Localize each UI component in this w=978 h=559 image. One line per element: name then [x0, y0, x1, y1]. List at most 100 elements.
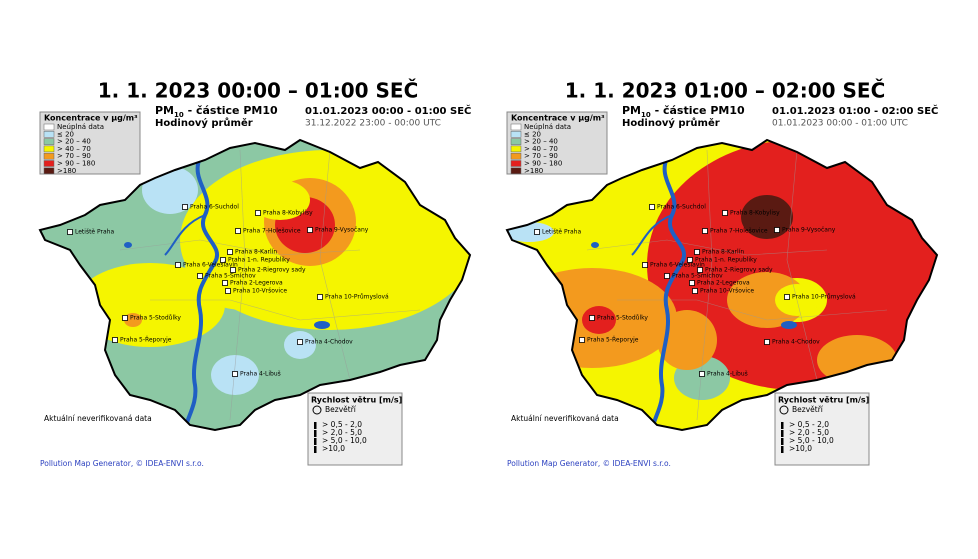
pollutant-rest: - částice PM10 [184, 104, 278, 117]
pollutant-rest: - částice PM10 [651, 104, 745, 117]
legend-label: > 70 – 90 [57, 152, 91, 160]
station-marker [182, 204, 188, 210]
legend-swatch [43, 167, 55, 175]
river [631, 214, 673, 256]
legend-swatch [510, 145, 522, 153]
legend-label: > 40 – 70 [57, 145, 91, 153]
station-label: Praha 6-Veleslavín [183, 262, 238, 269]
station-label: Praha 5-Smíchov [205, 273, 256, 280]
note: Aktuální neverifikovaná data [511, 414, 619, 423]
wind-label: > 2,0 - 5,0 [789, 428, 829, 437]
time-local: 01.01.2023 01:00 - 02:00 SEČ [772, 104, 938, 117]
calm-label: Bezvětří [325, 405, 357, 414]
station-label: Praha 5-Řeporyje [120, 336, 172, 344]
wind-icon [781, 438, 784, 445]
legend-label: Neúplná data [57, 123, 104, 131]
legend-swatch [43, 160, 55, 167]
note: Aktuální neverifikovaná data [44, 414, 152, 423]
wind-label: > 5,0 - 10,0 [322, 436, 367, 445]
legend-swatch [510, 123, 522, 131]
pond [781, 321, 797, 329]
station-marker [699, 371, 705, 377]
legend-swatch [43, 145, 55, 153]
station-label: Praha 10-Průmyslová [325, 294, 389, 301]
station-marker [722, 210, 728, 216]
station-label: Praha 6-Suchdol [657, 204, 706, 211]
station-label: Praha 4-Libuš [707, 371, 748, 378]
district-borders [119, 149, 421, 421]
pollutant-sub: 10 [641, 111, 651, 119]
wind-icon [314, 430, 317, 437]
station-marker [175, 262, 181, 268]
wind-label: > 2,0 - 5,0 [322, 428, 362, 437]
station-marker [67, 229, 73, 235]
station-marker [579, 337, 585, 343]
footer: Pollution Map Generator, © IDEA-ENVI s.r… [507, 459, 671, 468]
concentration-area [582, 306, 616, 334]
station-marker [220, 257, 226, 263]
station-marker [222, 280, 228, 286]
legend-swatch [510, 152, 522, 160]
pollutant: PM10 - částice PM10 [622, 104, 745, 119]
legend-label: Neúplná data [524, 123, 571, 131]
station-label: Praha 5-Smíchov [672, 273, 723, 280]
river [183, 157, 219, 430]
footer: Pollution Map Generator, © IDEA-ENVI s.r… [40, 459, 204, 468]
panel-title: 1. 1. 2023 01:00 – 02:00 SEČ [565, 79, 886, 103]
station-label: Praha 1-n. Republiky [695, 257, 757, 264]
wind-icon [314, 446, 317, 453]
legend-label: > 20 – 40 [57, 138, 91, 146]
calm-icon [779, 405, 789, 415]
station-label: Praha 8-Karlín [702, 249, 744, 256]
station-marker [317, 294, 323, 300]
station-label: Praha 4-Chodov [305, 339, 353, 346]
station-marker [297, 339, 303, 345]
wind-label: > 0,5 - 2,0 [789, 420, 829, 429]
legend-swatch [510, 138, 522, 145]
station-marker [534, 229, 540, 235]
calm-label: Bezvětří [792, 405, 824, 414]
legend-label: ≤ 20 [524, 130, 541, 138]
district-borders [586, 149, 888, 421]
pollutant-sub: 10 [174, 111, 184, 119]
station-marker [227, 249, 233, 255]
station-label: Letiště Praha [75, 229, 114, 236]
station-marker [255, 210, 261, 216]
concentration-area [647, 140, 937, 390]
station-marker [230, 267, 236, 273]
station-marker [122, 315, 128, 321]
legend-box [39, 111, 141, 175]
wind-icon [314, 422, 317, 429]
station-label: Praha 2-Riegrovy sady [705, 267, 773, 274]
station-label: Praha 10-Vršovice [700, 288, 754, 295]
station-marker [664, 273, 670, 279]
station-marker [784, 294, 790, 300]
station-label: Praha 7-Holešovice [710, 228, 768, 235]
time-local: 01.01.2023 00:00 - 01:00 SEČ [305, 104, 471, 117]
station-label: Praha 8-Kobylisy [730, 210, 780, 217]
averaging: Hodinový průměr [622, 116, 720, 129]
calm-icon [312, 405, 322, 415]
legend-box [506, 111, 608, 175]
wind-legend-title: Rychlost větru [m/s] [311, 395, 402, 405]
legend-swatch [510, 131, 522, 138]
station-marker [112, 337, 118, 343]
station-label: Praha 10-Průmyslová [792, 294, 856, 301]
river [164, 214, 206, 256]
station-marker [764, 339, 770, 345]
wind-icon [781, 446, 784, 453]
station-label: Praha 5-Stodůlky [130, 315, 181, 322]
wind-icon [314, 438, 317, 445]
wind-icon [781, 430, 784, 437]
station-marker [702, 228, 708, 234]
station-label: Praha 9-Vysočany [315, 227, 369, 234]
station-marker [235, 228, 241, 234]
station-label: Praha 1-n. Republiky [228, 257, 290, 264]
panel-title: 1. 1. 2023 00:00 – 01:00 SEČ [98, 79, 419, 103]
station-marker [692, 288, 698, 294]
wind-icon [781, 422, 784, 429]
concentration-area [124, 313, 142, 327]
wind-label: >10,0 [322, 444, 345, 453]
